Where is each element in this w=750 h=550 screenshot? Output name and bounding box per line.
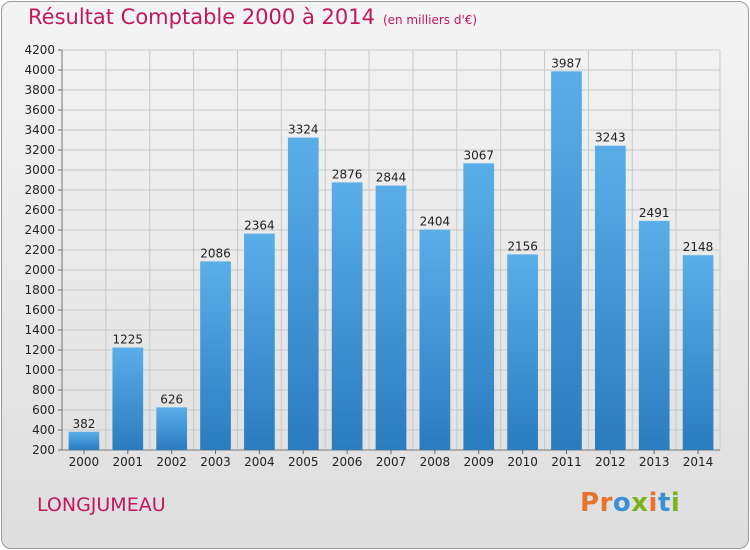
logo-letter: r bbox=[599, 488, 613, 518]
chart-title-block: Résultat Comptable 2000 à 2014 (en millie… bbox=[28, 5, 477, 29]
x-tick-label: 2005 bbox=[288, 455, 319, 469]
logo-letter: i bbox=[648, 488, 658, 518]
y-tick-label: 1800 bbox=[24, 283, 55, 297]
x-tick-label: 2012 bbox=[595, 455, 626, 469]
data-label: 3243 bbox=[595, 131, 626, 145]
x-tick-label: 2001 bbox=[113, 455, 144, 469]
y-tick-label: 200 bbox=[32, 443, 55, 457]
y-tick-label: 2600 bbox=[24, 203, 55, 217]
data-label: 2844 bbox=[376, 171, 407, 185]
y-tick-label: 1400 bbox=[24, 323, 55, 337]
x-tick-label: 2013 bbox=[639, 455, 670, 469]
bar-2009 bbox=[463, 163, 495, 451]
data-label: 2086 bbox=[200, 246, 231, 260]
bar-2002 bbox=[156, 407, 188, 450]
logo-letter: P bbox=[580, 488, 600, 518]
data-label: 626 bbox=[160, 392, 183, 406]
logo-letter: t bbox=[657, 488, 671, 518]
data-label: 382 bbox=[72, 417, 95, 431]
y-tick-label: 4000 bbox=[24, 63, 55, 77]
bar-2011 bbox=[551, 71, 582, 451]
logo-letter: i bbox=[670, 488, 681, 518]
y-tick-label: 800 bbox=[32, 383, 55, 397]
logo-letter: x bbox=[631, 488, 649, 518]
data-label: 3324 bbox=[288, 123, 319, 137]
x-tick-label: 2002 bbox=[156, 455, 187, 469]
bar-2010 bbox=[507, 254, 538, 450]
x-tick-label: 2000 bbox=[69, 455, 100, 469]
chart-title: Résultat Comptable 2000 à 2014 bbox=[28, 5, 375, 29]
y-tick-label: 2200 bbox=[24, 243, 55, 257]
data-label: 1225 bbox=[113, 333, 144, 347]
bar-2000 bbox=[68, 431, 100, 450]
bar-2013 bbox=[638, 220, 670, 450]
y-tick-label: 2000 bbox=[24, 263, 55, 277]
bar-2007 bbox=[375, 185, 407, 450]
data-label: 3987 bbox=[551, 56, 582, 70]
y-tick-label: 4200 bbox=[24, 43, 55, 57]
x-tick-label: 2004 bbox=[244, 455, 275, 469]
y-tick-label: 3000 bbox=[24, 163, 55, 177]
y-tick-label: 2400 bbox=[24, 223, 55, 237]
data-label: 3067 bbox=[463, 148, 494, 162]
bar-2004 bbox=[244, 233, 275, 450]
data-label: 2491 bbox=[639, 206, 670, 220]
data-label: 2148 bbox=[683, 240, 714, 254]
data-label: 2156 bbox=[507, 239, 538, 253]
data-label: 2404 bbox=[420, 215, 451, 229]
y-tick-label: 3200 bbox=[24, 143, 55, 157]
bar-2012 bbox=[594, 145, 626, 450]
y-tick-label: 2800 bbox=[24, 183, 55, 197]
x-tick-label: 2007 bbox=[376, 455, 407, 469]
bar-2008 bbox=[419, 229, 451, 450]
y-tick-label: 1200 bbox=[24, 343, 55, 357]
y-tick-label: 3600 bbox=[24, 103, 55, 117]
bar-2003 bbox=[200, 261, 231, 450]
logo-letter: o bbox=[612, 488, 632, 518]
x-tick-label: 2009 bbox=[463, 455, 494, 469]
bar-2006 bbox=[331, 182, 363, 450]
bar-2014 bbox=[682, 255, 714, 450]
commune-name: LONGJUMEAU bbox=[37, 494, 166, 516]
y-tick-label: 1000 bbox=[24, 363, 55, 377]
bar-2005 bbox=[287, 137, 319, 450]
x-tick-label: 2010 bbox=[507, 455, 538, 469]
x-tick-label: 2011 bbox=[551, 455, 582, 469]
y-tick-label: 1600 bbox=[24, 303, 55, 317]
data-label: 2364 bbox=[244, 219, 275, 233]
x-tick-label: 2014 bbox=[683, 455, 714, 469]
y-tick-label: 3400 bbox=[24, 123, 55, 137]
proxiti-logo: Proxiti bbox=[580, 488, 680, 518]
y-tick-label: 600 bbox=[32, 403, 55, 417]
bar-2001 bbox=[112, 347, 144, 450]
x-tick-label: 2006 bbox=[332, 455, 363, 469]
y-tick-label: 400 bbox=[32, 423, 55, 437]
x-tick-label: 2008 bbox=[420, 455, 451, 469]
data-label: 2876 bbox=[332, 167, 363, 181]
chart-unit: (en milliers d'€) bbox=[382, 13, 478, 27]
x-tick-label: 2003 bbox=[200, 455, 231, 469]
y-tick-label: 3800 bbox=[24, 83, 55, 97]
